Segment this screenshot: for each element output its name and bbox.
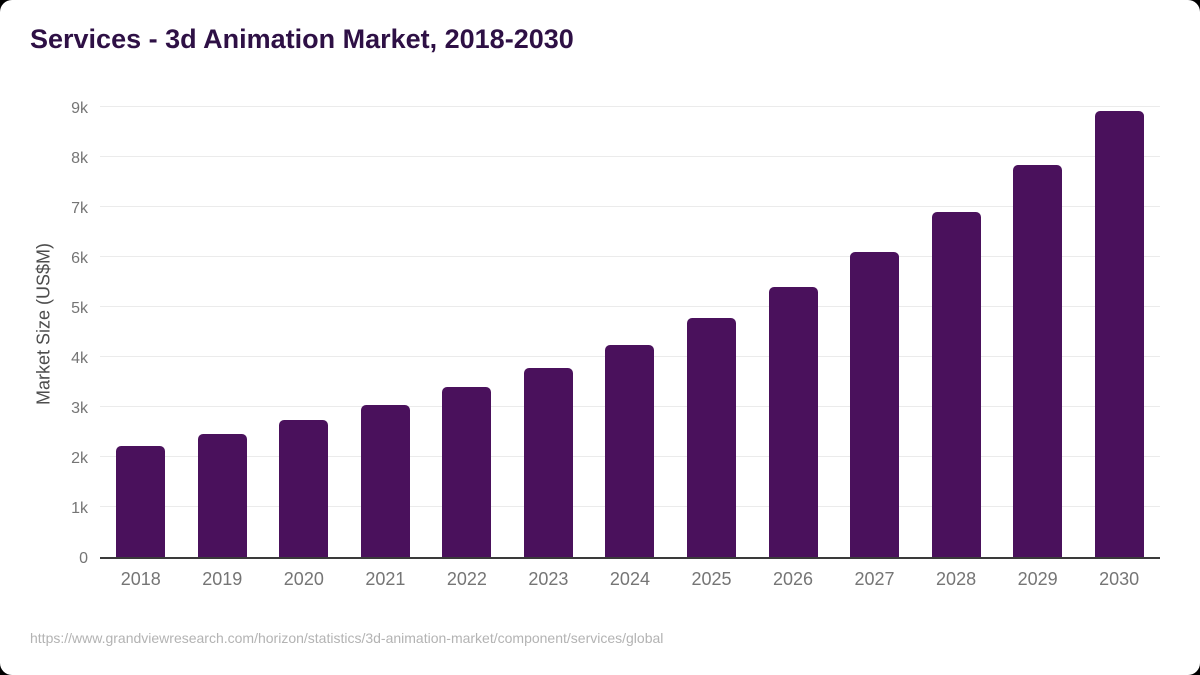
x-tick-label-2024: 2024 (609, 569, 650, 589)
y-tick-label-4k: 4k (71, 350, 88, 367)
plot-area (100, 89, 1160, 559)
bar-2021 (360, 404, 410, 557)
chart-title: Services - 3d Animation Market, 2018-203… (30, 24, 574, 54)
bar-slot-2020 (263, 89, 345, 557)
bar-slot-2024 (589, 89, 671, 557)
bar-2020 (279, 420, 329, 557)
bar-slot-2027 (834, 89, 916, 557)
y-tick-label-7k: 7k (71, 200, 88, 217)
bar-2019 (197, 434, 247, 557)
gridline-9k (100, 106, 1160, 107)
x-tick-label-2030: 2030 (1099, 569, 1140, 589)
x-tick-label-2027: 2027 (854, 569, 895, 589)
y-axis-ticks: 0 1k 2k 3k 4k 5k 6k 7k 8k 9k (0, 89, 88, 567)
x-tick-label-2026: 2026 (772, 569, 814, 589)
y-tick-label-0: 0 (79, 550, 88, 567)
bar-2022 (442, 387, 492, 557)
bar-slot-2028 (915, 89, 997, 557)
x-tick-label-2025: 2025 (691, 569, 732, 589)
gridline-6k (100, 256, 1160, 257)
bar-slot-2019 (182, 89, 264, 557)
source-url: https://www.grandviewresearch.com/horizo… (30, 630, 664, 646)
x-tick-label-2020: 2020 (283, 569, 324, 589)
y-tick-label-9k: 9k (71, 100, 88, 117)
x-tick-label-2023: 2023 (528, 569, 569, 589)
bar-slot-2026 (752, 89, 834, 557)
bar-slot-2022 (426, 89, 508, 557)
y-tick-label-8k: 8k (71, 150, 88, 167)
bar-2030 (1094, 110, 1144, 557)
bar-slot-2021 (345, 89, 427, 557)
x-tick-label-2018: 2018 (120, 569, 161, 589)
x-tick-label-2019: 2019 (202, 569, 243, 589)
bar-2026 (768, 287, 818, 557)
y-tick-label-5k: 5k (71, 300, 88, 317)
bar-2029 (1013, 164, 1063, 557)
y-tick-label-1k: 1k (71, 500, 88, 517)
x-tick-label-2022: 2022 (446, 569, 487, 589)
y-tick-label-3k: 3k (71, 400, 88, 417)
gridline-7k (100, 206, 1160, 207)
bar-2024 (605, 344, 655, 557)
bar-2028 (931, 211, 981, 557)
y-tick-label-2k: 2k (71, 450, 88, 467)
x-tick-label-2029: 2029 (1017, 569, 1058, 589)
x-tick-label-2021: 2021 (365, 569, 406, 589)
x-axis-labels: 2018 2019 2020 2021 2022 2023 2024 2025 2026 2027… (100, 569, 1160, 590)
bar-2027 (850, 252, 900, 557)
bar-slot-2030 (1078, 89, 1160, 557)
gridline-8k (100, 156, 1160, 157)
x-tick-label-2028: 2028 (936, 569, 977, 589)
gridline-5k (100, 306, 1160, 307)
y-tick-label-6k: 6k (71, 250, 88, 267)
bar-2023 (523, 367, 573, 557)
bar-slot-2029 (997, 89, 1079, 557)
bar-slot-2018 (100, 89, 182, 557)
bar-2018 (116, 446, 166, 557)
bar-slot-2025 (671, 89, 753, 557)
bar-series (100, 89, 1160, 557)
bar-2025 (686, 317, 736, 557)
bar-slot-2023 (508, 89, 590, 557)
